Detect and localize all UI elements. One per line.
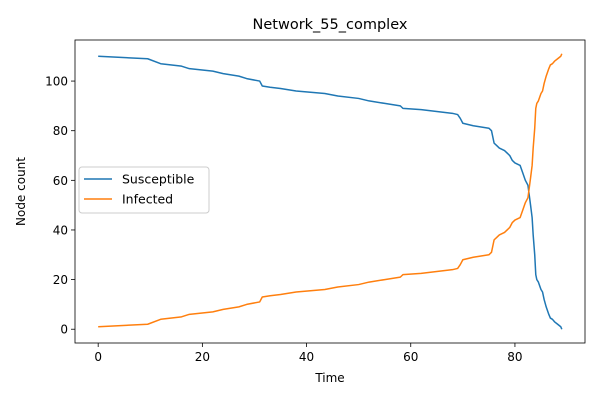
y-tick-label: 40	[53, 223, 68, 237]
axes-frame	[74, 39, 586, 344]
axes: 0 20 40 60 80 0 20 40 60 80 100	[45, 39, 586, 364]
x-axis-label: Time	[314, 371, 344, 385]
y-tick-label: 0	[60, 323, 68, 337]
x-tick-label: 0	[94, 350, 102, 364]
y-tick-label: 60	[53, 174, 68, 188]
plot-area	[98, 53, 563, 330]
series-line-susceptible	[98, 55, 563, 330]
y-tick-label: 20	[53, 273, 68, 287]
chart-title: Network_55_complex	[253, 17, 408, 33]
x-tick-label: 60	[403, 350, 418, 364]
y-axis-label: Node count	[14, 157, 28, 226]
x-tick-label: 80	[507, 350, 522, 364]
legend: Susceptible Infected	[78, 166, 210, 214]
y-tick-label: 100	[45, 75, 68, 89]
x-tick-label: 20	[195, 350, 210, 364]
legend-label-infected: Infected	[122, 192, 173, 207]
series-line-infected	[98, 53, 563, 328]
y-tick-label: 80	[53, 124, 68, 138]
legend-label-susceptible: Susceptible	[122, 172, 195, 187]
x-tick-label: 40	[299, 350, 314, 364]
